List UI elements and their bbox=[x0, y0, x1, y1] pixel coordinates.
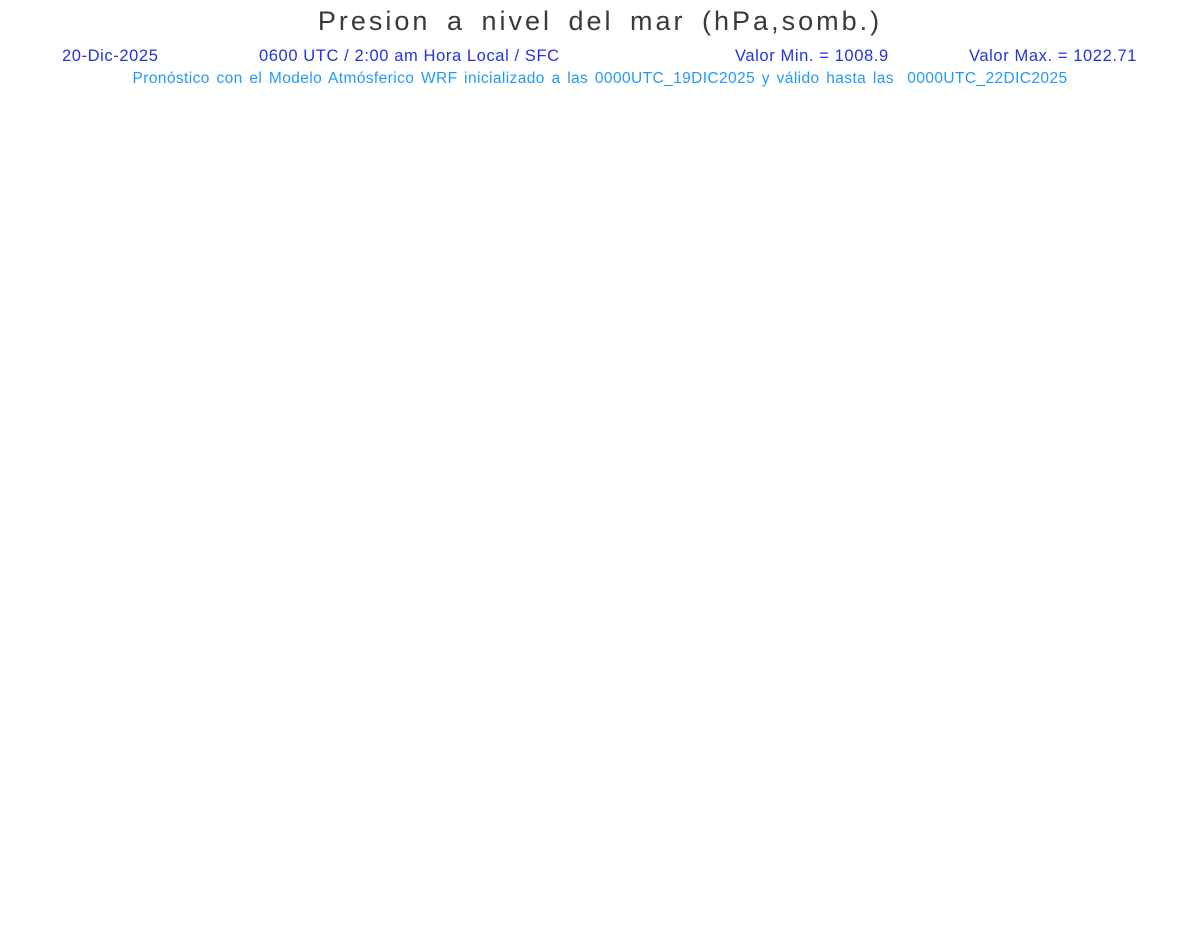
valid-date: 20-Dic-2025 bbox=[62, 47, 159, 65]
valid-time: 0600 UTC / 2:00 am Hora Local / SFC bbox=[259, 47, 560, 65]
max-value-label: Valor Max. = 1022.71 bbox=[969, 47, 1138, 65]
min-value-label: Valor Min. = 1008.9 bbox=[735, 47, 889, 65]
forecast-description: Pronóstico con el Modelo Atmósferico WRF… bbox=[132, 70, 1068, 87]
page-title: Presion a nivel del mar (hPa,somb.) bbox=[317, 6, 883, 36]
